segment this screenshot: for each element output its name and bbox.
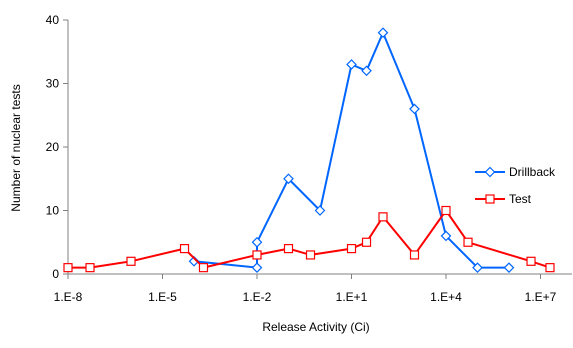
- legend-label: Drillback: [509, 165, 556, 179]
- test-point: [283, 244, 294, 254]
- x-tick-label: 1.E-5: [148, 290, 177, 304]
- drillback-point: [472, 262, 483, 273]
- y-tick-label: 0: [52, 267, 59, 281]
- x-tick-label: 1.E+4: [430, 290, 462, 304]
- x-axis-label: Release Activity (Ci): [262, 320, 369, 334]
- drillback-point: [314, 205, 326, 216]
- drillback-point: [283, 173, 294, 185]
- test-point: [179, 244, 190, 254]
- test-point: [441, 205, 451, 216]
- x-tick-label: 1.E+7: [525, 290, 557, 304]
- legend-item-drillback: Drillback: [475, 165, 556, 179]
- test-point: [126, 256, 136, 266]
- y-tick-label: 40: [46, 13, 60, 27]
- series-drillback: [188, 27, 515, 273]
- x-tick-label: 1.E-8: [54, 290, 83, 304]
- legend-marker: [484, 166, 496, 178]
- test-point: [409, 250, 420, 260]
- legend-item-test: Test: [475, 192, 532, 206]
- y-tick-label: 10: [46, 204, 60, 218]
- x-tick-label: 1.E-2: [243, 290, 272, 304]
- legend-label: Test: [509, 192, 532, 206]
- y-tick-label: 20: [46, 140, 60, 154]
- legend: Drillback Test: [475, 165, 556, 206]
- y-axis: 0 10 20 30 40: [46, 13, 69, 281]
- test-point: [85, 263, 95, 273]
- series-test: [63, 205, 555, 273]
- test-point: [252, 250, 262, 260]
- drillback-point: [409, 103, 420, 115]
- drillback-point: [503, 262, 515, 273]
- test-point: [378, 212, 388, 222]
- series-layer: [63, 27, 555, 273]
- test-point: [305, 250, 316, 260]
- drillback-point: [346, 59, 357, 70]
- test-point: [198, 263, 209, 273]
- test-point: [63, 263, 73, 273]
- test-point: [361, 237, 372, 247]
- test-point: [526, 256, 536, 266]
- test-point: [463, 237, 473, 247]
- y-tick-label: 30: [46, 77, 60, 91]
- drillback-point: [251, 236, 263, 248]
- x-tick-label: 1.E+1: [336, 290, 368, 304]
- drillback-point: [377, 27, 389, 39]
- drillback-point: [361, 65, 372, 77]
- legend-marker: [485, 194, 495, 204]
- x-axis: 1.E-8 1.E-5 1.E-2 1.E+1 1.E+4 1.E+7: [54, 273, 572, 304]
- test-point: [545, 263, 555, 273]
- y-axis-label: Number of nuclear tests: [9, 84, 23, 211]
- test-line: [68, 209, 551, 269]
- drillback-point: [251, 262, 263, 273]
- test-point: [346, 244, 357, 254]
- drillback-point: [440, 230, 452, 242]
